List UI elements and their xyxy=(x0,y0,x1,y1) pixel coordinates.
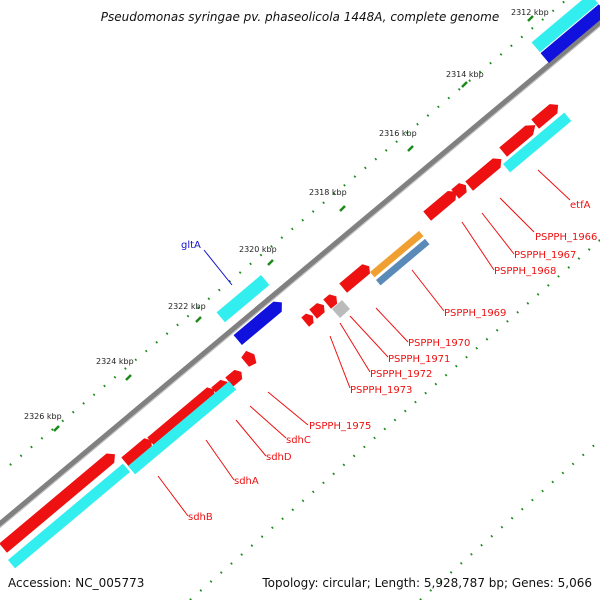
ruler-tick-2314 xyxy=(461,81,468,88)
leader-1970 xyxy=(375,307,409,343)
cds-etfA-2 xyxy=(531,104,559,129)
tick-track-inner-1 xyxy=(189,239,600,600)
leader-sdhA xyxy=(205,439,235,481)
steel-feature xyxy=(376,238,430,286)
genome-backbone xyxy=(0,19,600,527)
leader-1967 xyxy=(481,212,515,255)
label-1973: PSPPH_1973 xyxy=(350,385,412,396)
ruler-tick-2326 xyxy=(53,425,60,432)
label-1975: PSPPH_1975 xyxy=(309,421,371,432)
cds-1970 xyxy=(339,264,370,293)
ruler-label-2312: 2312 kbp xyxy=(511,8,549,17)
label-sdhC: sdhC xyxy=(286,435,311,446)
label-etfA: etfA xyxy=(570,200,591,211)
ruler-tick-2324 xyxy=(125,374,132,381)
ruler-tick-2320 xyxy=(267,259,274,266)
label-1970: PSPPH_1970 xyxy=(408,338,470,349)
label-sdhB: sdhB xyxy=(188,512,213,523)
cds-1967 xyxy=(451,183,467,199)
orange-feature xyxy=(370,230,424,278)
cds-lower-left xyxy=(0,453,115,553)
leader-lines xyxy=(157,169,571,517)
label-1968: PSPPH_1968 xyxy=(494,266,556,277)
map-title: Pseudomonas syringae pv. phaseolicola 14… xyxy=(100,10,500,24)
genome-backbone-shadow xyxy=(0,25,600,529)
cds-1971 xyxy=(323,294,338,309)
ruler-tick-2318 xyxy=(339,205,346,212)
leader-1972 xyxy=(339,322,371,373)
gltA-label: gltA xyxy=(181,240,201,251)
ruler-label-2326: 2326 kbp xyxy=(24,412,62,421)
cds-1968 xyxy=(423,190,457,221)
rna-feature-top xyxy=(531,0,599,53)
cds-etfA xyxy=(499,125,536,157)
cds-1975 xyxy=(241,350,257,367)
ruler-label-2320: 2320 kbp xyxy=(239,245,277,254)
ruler-label-2314: 2314 kbp xyxy=(446,70,484,79)
cds-sdhA xyxy=(147,387,215,447)
gltA-feature xyxy=(233,301,282,346)
rna-etfA xyxy=(503,112,572,173)
label-1967: PSPPH_1967 xyxy=(514,250,576,261)
leader-1968 xyxy=(461,221,495,271)
leader-etfA xyxy=(537,169,571,201)
cds-1972 xyxy=(309,303,325,319)
grey-feature xyxy=(332,300,350,318)
cds-1973 xyxy=(301,313,314,327)
ruler-tick-2312 xyxy=(527,15,534,22)
ruler-label-2318: 2318 kbp xyxy=(309,188,347,197)
ruler-tick-2322 xyxy=(195,316,202,323)
leader-1969 xyxy=(411,269,445,312)
label-1972: PSPPH_1972 xyxy=(370,369,432,380)
cds-sdhB xyxy=(121,438,152,467)
genome-summary-text: Topology: circular; Length: 5,928,787 bp… xyxy=(262,576,592,590)
gltA-leader xyxy=(203,249,233,286)
label-sdhA: sdhA xyxy=(234,476,259,487)
gltA-rna-feature xyxy=(216,275,270,323)
accession-text: Accession: NC_005773 xyxy=(8,576,145,590)
leader-sdhB xyxy=(157,475,189,517)
leader-sdhD xyxy=(235,419,267,457)
leader-1966 xyxy=(499,197,535,233)
ruler-tick-2316 xyxy=(407,145,414,152)
cds-1966 xyxy=(465,158,502,191)
leader-1975 xyxy=(267,391,309,426)
leader-sdhC xyxy=(249,405,287,439)
label-1966: PSPPH_1966 xyxy=(535,232,597,243)
blue-feature-top xyxy=(540,4,600,64)
rna-sdh xyxy=(128,381,237,475)
leader-1971 xyxy=(349,315,389,358)
rna-lower-left xyxy=(7,463,130,569)
ruler-label-2322: 2322 kbp xyxy=(168,302,206,311)
label-sdhD: sdhD xyxy=(266,452,292,463)
label-1971: PSPPH_1971 xyxy=(388,354,450,365)
gene-labels: etfA PSPPH_1966 PSPPH_1967 PSPPH_1968 PS… xyxy=(188,200,597,523)
ruler-label-2324: 2324 kbp xyxy=(96,357,134,366)
tick-track-outer xyxy=(9,0,568,466)
ruler-label-2316: 2316 kbp xyxy=(379,129,417,138)
label-1969: PSPPH_1969 xyxy=(444,308,506,319)
leader-1973 xyxy=(329,335,351,389)
